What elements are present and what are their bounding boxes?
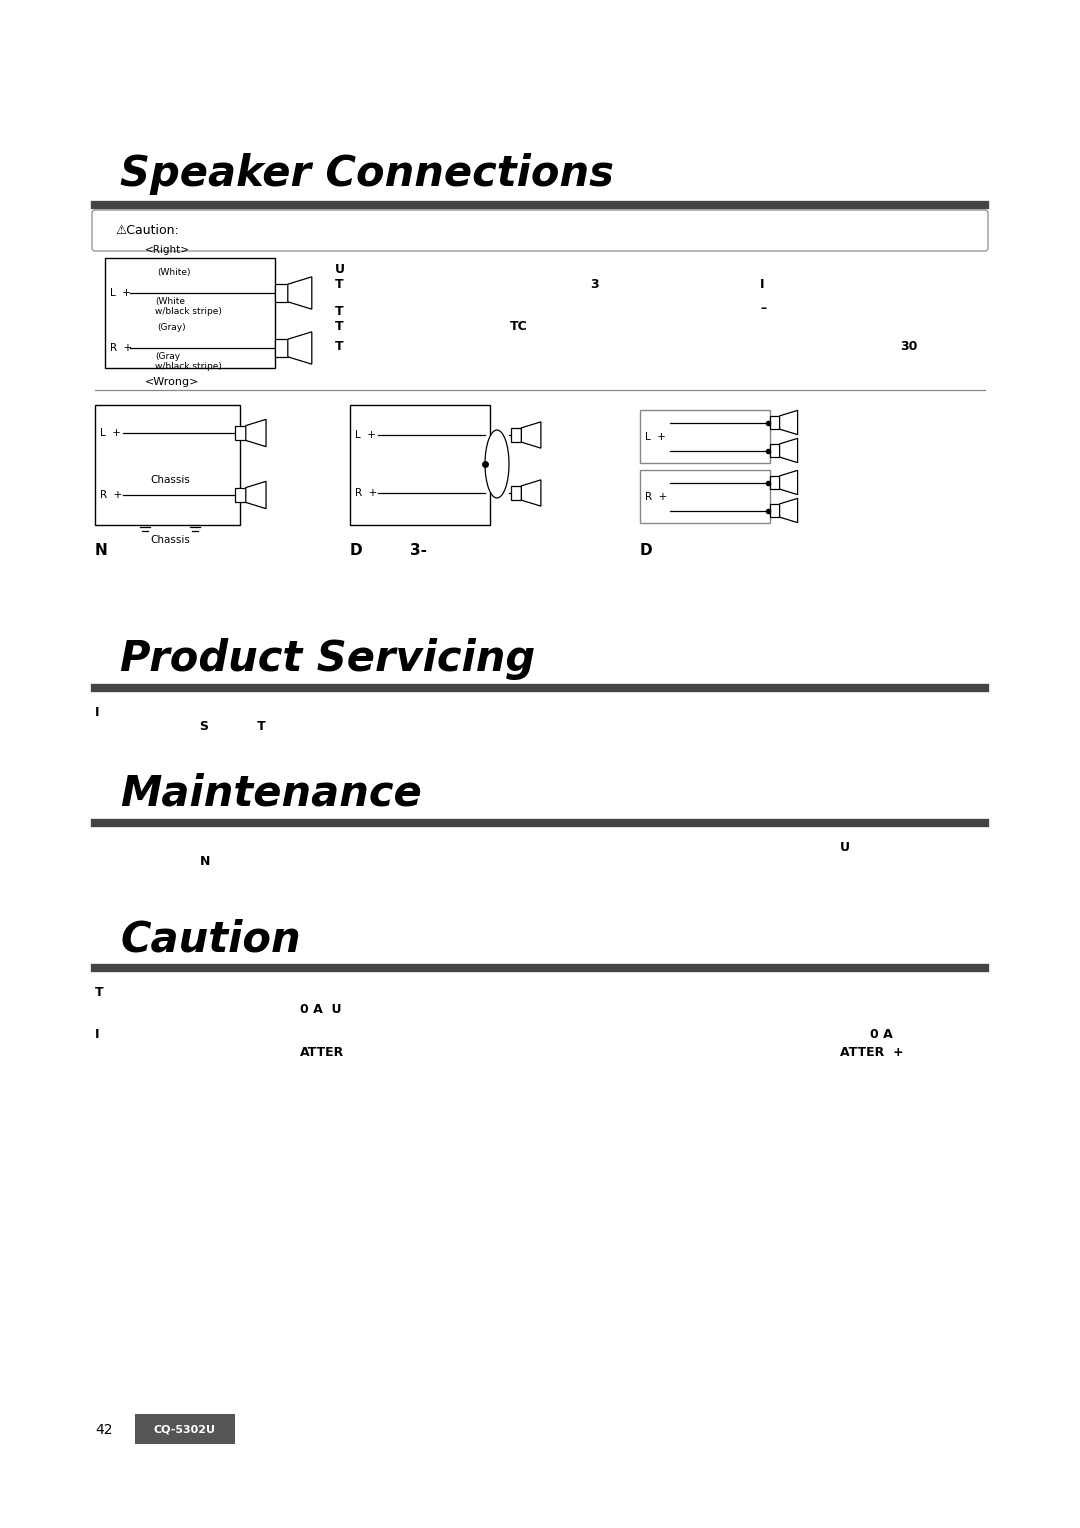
Text: R  +: R + <box>100 490 122 500</box>
Text: D: D <box>350 542 363 558</box>
Text: T: T <box>95 986 104 999</box>
Bar <box>235 426 246 440</box>
Text: (White): (White) <box>157 267 190 277</box>
Text: (White
w/black stripe): (White w/black stripe) <box>156 296 221 316</box>
Text: Caution: Caution <box>120 918 300 960</box>
Text: Maintenance: Maintenance <box>120 773 422 814</box>
Text: T: T <box>335 278 343 290</box>
Text: T: T <box>335 319 343 333</box>
Polygon shape <box>522 422 541 448</box>
Text: 3: 3 <box>590 278 598 290</box>
Text: Chassis: Chassis <box>150 475 190 484</box>
Text: D: D <box>640 542 652 558</box>
Bar <box>770 475 780 489</box>
Text: CQ-5302U: CQ-5302U <box>154 1426 216 1435</box>
Polygon shape <box>246 481 266 509</box>
Text: <Right>: <Right> <box>145 244 190 255</box>
Text: I: I <box>95 706 99 720</box>
Text: U: U <box>335 263 345 277</box>
Text: 30: 30 <box>900 341 917 353</box>
Text: Product Servicing: Product Servicing <box>120 639 535 680</box>
Text: R  +: R + <box>355 487 377 498</box>
Bar <box>640 471 770 523</box>
Text: <Wrong>: <Wrong> <box>145 377 200 387</box>
Text: T: T <box>335 341 343 353</box>
Text: ATTER  +: ATTER + <box>840 1047 904 1059</box>
Text: (Gray): (Gray) <box>157 322 186 332</box>
Polygon shape <box>246 419 266 446</box>
Text: L  +: L + <box>100 428 121 439</box>
Text: ATTER: ATTER <box>300 1047 345 1059</box>
Bar <box>135 1413 235 1444</box>
Polygon shape <box>780 471 798 495</box>
Text: Chassis: Chassis <box>150 535 190 545</box>
Polygon shape <box>780 411 798 434</box>
Text: R  +: R + <box>110 342 132 353</box>
Text: 0 A  U: 0 A U <box>300 1002 341 1016</box>
Bar <box>350 405 490 526</box>
Text: ⚠Caution:: ⚠Caution: <box>114 225 179 237</box>
Text: L  +: L + <box>645 431 666 442</box>
Text: (Gray
w/black stripe): (Gray w/black stripe) <box>156 351 221 371</box>
Text: 3-: 3- <box>410 542 427 558</box>
Text: I: I <box>760 278 765 290</box>
Bar <box>275 339 287 358</box>
Bar <box>105 258 275 368</box>
Bar <box>770 445 780 457</box>
Text: TC: TC <box>510 319 528 333</box>
Text: Speaker Connections: Speaker Connections <box>120 153 613 196</box>
Bar <box>511 428 522 442</box>
Bar <box>770 416 780 429</box>
Bar <box>235 487 246 503</box>
Bar <box>275 284 287 303</box>
FancyBboxPatch shape <box>92 209 988 251</box>
Bar <box>95 405 240 526</box>
Text: N: N <box>95 542 108 558</box>
Polygon shape <box>780 439 798 463</box>
Bar <box>770 504 780 516</box>
Text: L  +: L + <box>355 429 376 440</box>
Bar <box>511 486 522 500</box>
Text: S           T: S T <box>200 720 266 733</box>
Polygon shape <box>522 480 541 506</box>
Bar <box>640 410 770 463</box>
Text: T: T <box>335 306 343 318</box>
Text: I: I <box>95 1028 99 1041</box>
Polygon shape <box>287 277 312 309</box>
Text: 42: 42 <box>95 1423 112 1436</box>
Text: N: N <box>200 856 211 868</box>
Text: –: – <box>760 303 766 315</box>
Ellipse shape <box>485 429 509 498</box>
Text: R  +: R + <box>645 492 667 501</box>
Text: U: U <box>840 840 850 854</box>
Text: L  +: L + <box>110 287 131 298</box>
Polygon shape <box>780 498 798 523</box>
Polygon shape <box>287 332 312 364</box>
Text: 0 A: 0 A <box>870 1028 893 1041</box>
